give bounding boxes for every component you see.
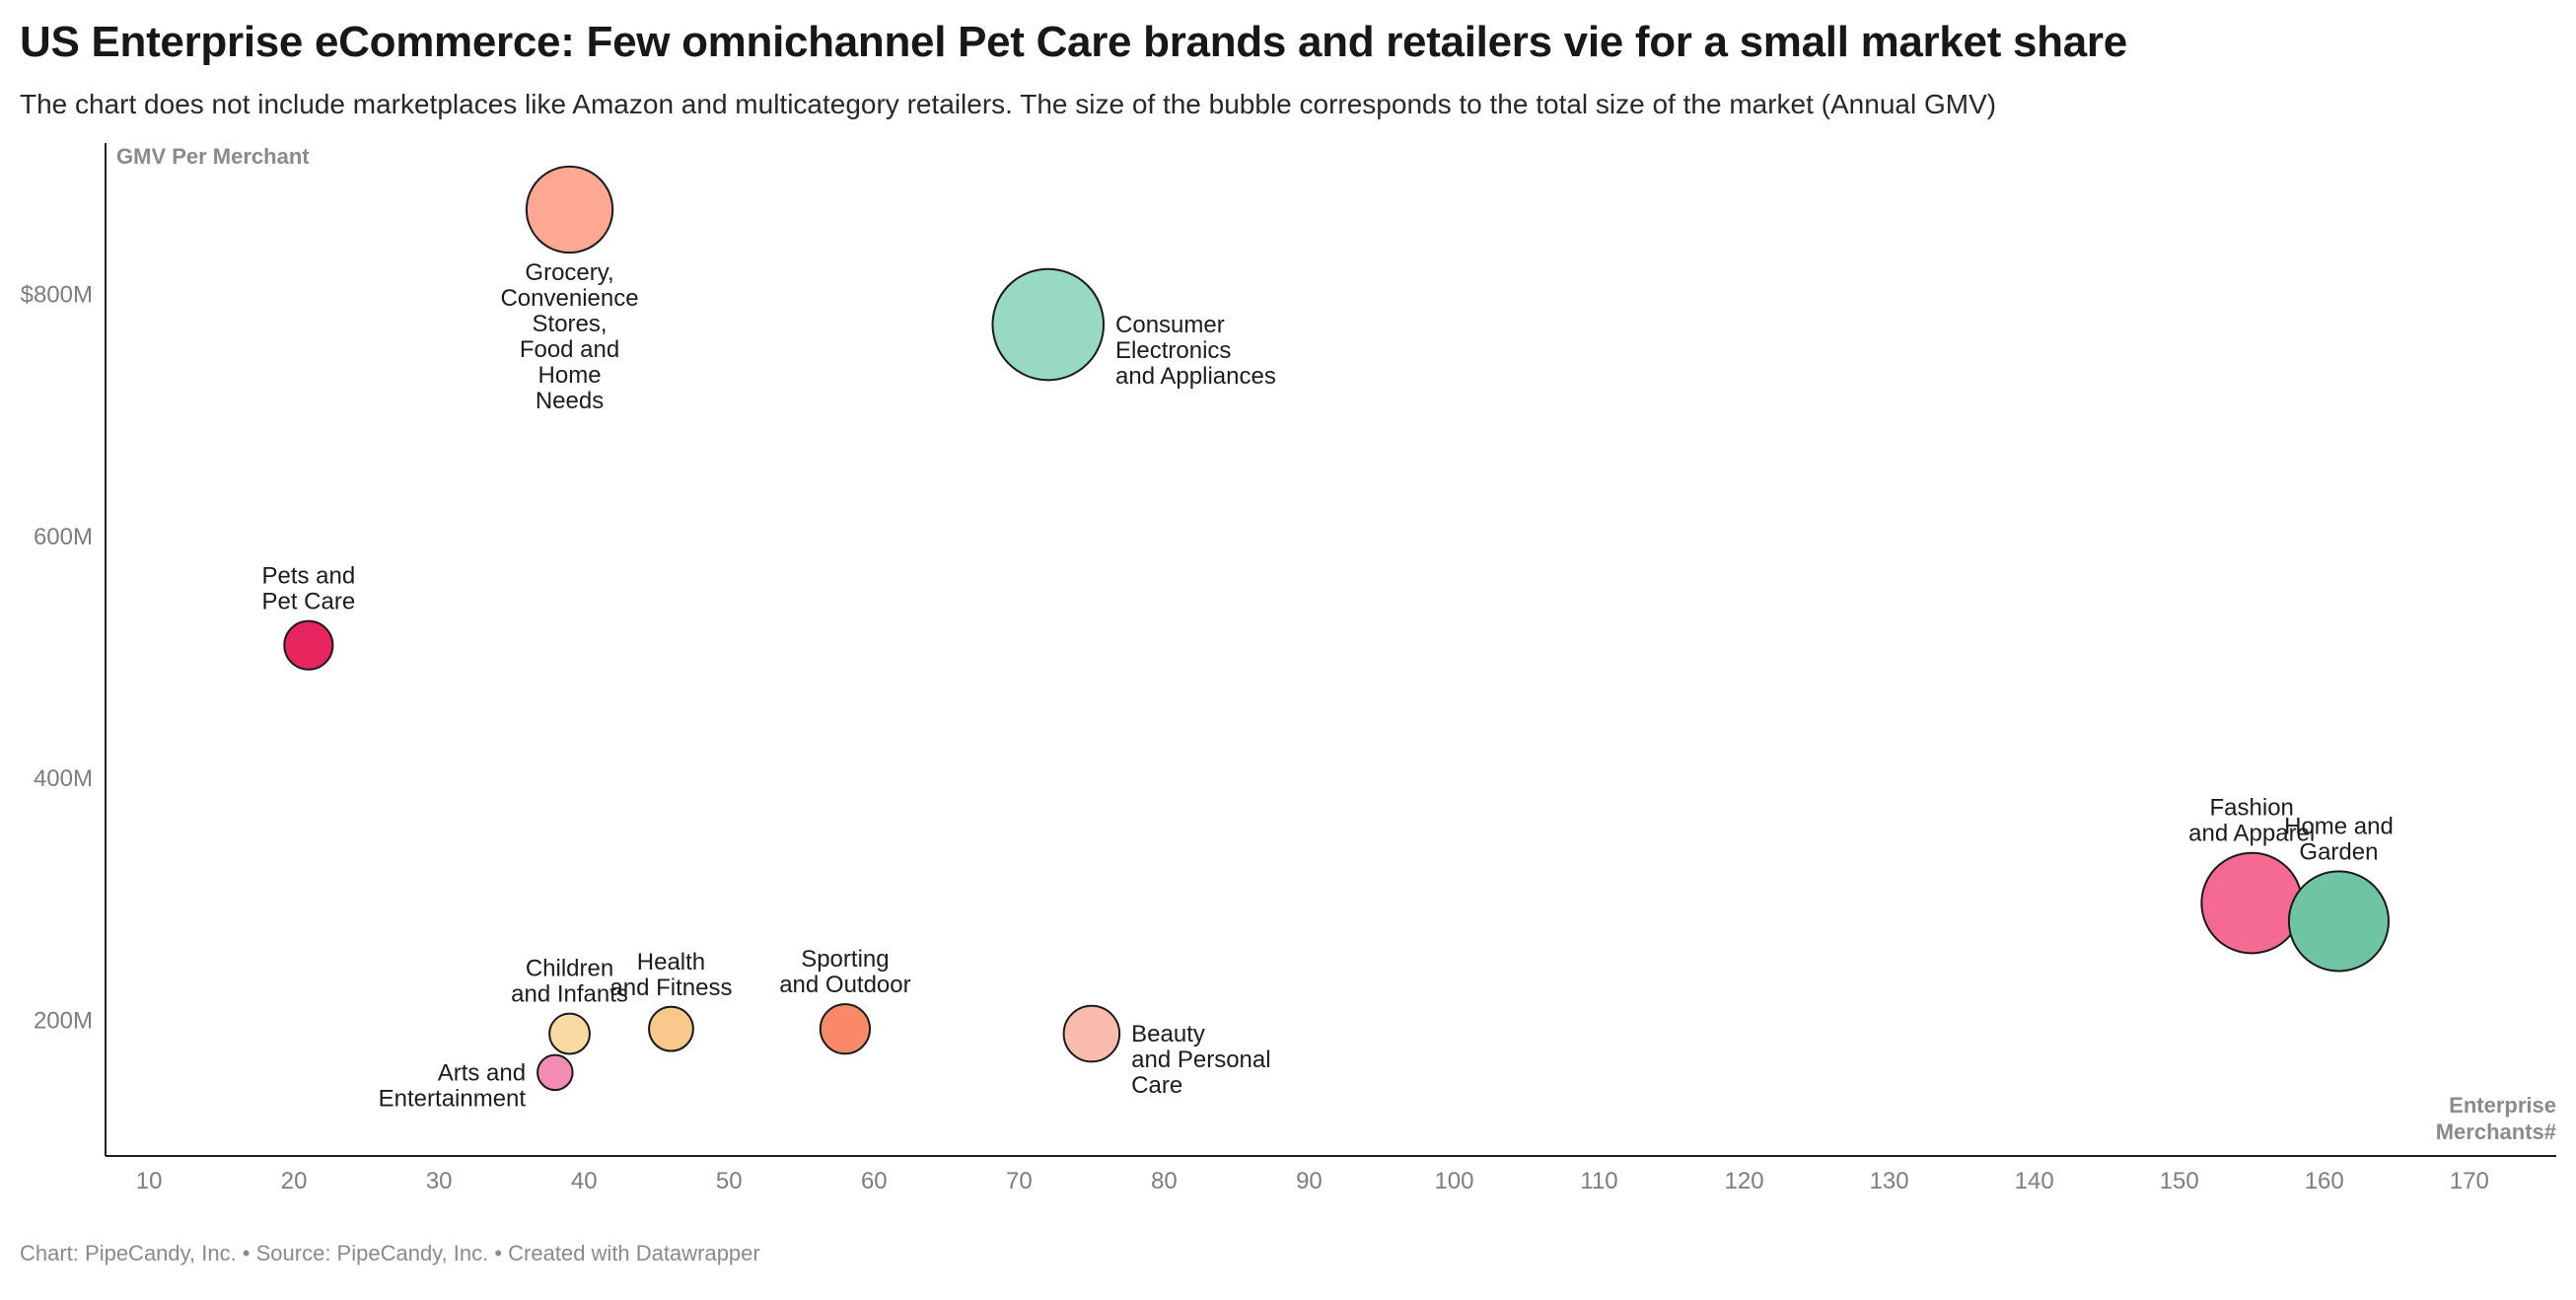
bubble-health-and-fitness bbox=[648, 1005, 694, 1052]
bubble-arts-and-entertainment bbox=[537, 1053, 574, 1092]
x-tick-label: 140 bbox=[2015, 1168, 2054, 1194]
x-tick-label: 90 bbox=[1296, 1168, 1323, 1194]
bubble-home-and-garden bbox=[2287, 870, 2390, 973]
chart-header: US Enterprise eCommerce: Few omnichannel… bbox=[20, 18, 2544, 120]
bubble-label-arts-and-entertainment: Entertainment bbox=[379, 1085, 527, 1112]
x-axis-title: Enterprise bbox=[2449, 1093, 2556, 1118]
x-tick-label: 160 bbox=[2305, 1168, 2344, 1194]
bubble-label-grocery-convenience-stores-food-and-home-needs: Needs bbox=[536, 388, 604, 414]
x-tick-label: 30 bbox=[426, 1168, 453, 1194]
bubble-label-grocery-convenience-stores-food-and-home-needs: Home bbox=[538, 362, 602, 389]
bubble-beauty-and-personal-care bbox=[1062, 1004, 1121, 1063]
x-tick-label: 110 bbox=[1580, 1168, 1617, 1194]
bubble-label-health-and-fitness: Health bbox=[637, 949, 705, 975]
bubble-label-fashion-and-apparel: Fashion bbox=[2210, 795, 2294, 822]
x-tick-label: 60 bbox=[861, 1168, 888, 1194]
bubble-label-consumer-electronics-and-appliances: Consumer bbox=[1115, 312, 1225, 338]
bubble-label-grocery-convenience-stores-food-and-home-needs: Stores, bbox=[533, 311, 608, 337]
bubble-sporting-and-outdoor bbox=[819, 1003, 872, 1055]
bubble-label-fashion-and-apparel: and Apparel bbox=[2188, 821, 2315, 847]
x-axis-title: Merchants# bbox=[2436, 1119, 2556, 1144]
bubble-grocery-convenience-stores-food-and-home-needs bbox=[525, 165, 614, 254]
bubble-label-consumer-electronics-and-appliances: Electronics bbox=[1115, 337, 1231, 364]
x-tick-label: 80 bbox=[1151, 1168, 1178, 1194]
bubble-label-consumer-electronics-and-appliances: and Appliances bbox=[1115, 363, 1276, 390]
bubble-fashion-and-apparel bbox=[2200, 851, 2304, 955]
y-tick-label: 200M bbox=[34, 1008, 93, 1035]
bubble-consumer-electronics-and-appliances bbox=[991, 267, 1106, 382]
y-tick-label: 400M bbox=[34, 765, 93, 792]
y-tick-label: 600M bbox=[34, 524, 93, 550]
bubble-label-health-and-fitness: and Fitness bbox=[609, 975, 732, 1001]
bubble-label-children-and-infants: Children bbox=[526, 956, 613, 982]
bubbles bbox=[283, 165, 2390, 1092]
bubble-label-home-and-garden: Home and bbox=[2284, 813, 2394, 839]
bubble-label-children-and-infants: and Infants bbox=[511, 981, 628, 1008]
y-tick-label: $800M bbox=[21, 281, 93, 308]
bubble-label-grocery-convenience-stores-food-and-home-needs: Grocery, bbox=[525, 259, 613, 286]
bubble-label-arts-and-entertainment: Arts and bbox=[438, 1059, 526, 1086]
bubble-pets-and-pet-care bbox=[283, 619, 334, 671]
bubble-label-sporting-and-outdoor: and Outdoor bbox=[779, 972, 910, 998]
bubble-label-pets-and-pet-care: Pet Care bbox=[261, 589, 355, 615]
x-tick-label: 130 bbox=[1870, 1168, 1909, 1194]
x-tick-label: 150 bbox=[2160, 1168, 2199, 1194]
bubble-label-beauty-and-personal-care: and Personal bbox=[1131, 1047, 1270, 1073]
chart-subtitle: The chart does not include marketplaces … bbox=[20, 89, 1997, 119]
x-tick-label: 40 bbox=[571, 1168, 598, 1194]
x-tick-label: 50 bbox=[716, 1168, 743, 1194]
x-tick-label: 120 bbox=[1725, 1168, 1764, 1194]
bubble-label-beauty-and-personal-care: Beauty bbox=[1131, 1021, 1205, 1047]
x-tick-label: 10 bbox=[136, 1168, 163, 1194]
bubble-label-home-and-garden: Garden bbox=[2299, 838, 2378, 865]
bubble-children-and-infants bbox=[548, 1012, 591, 1055]
x-tick-label: 170 bbox=[2450, 1168, 2489, 1194]
x-tick-label: 20 bbox=[281, 1168, 308, 1194]
y-axis-title: GMV Per Merchant bbox=[116, 144, 310, 169]
bubble-label-beauty-and-personal-care: Care bbox=[1131, 1072, 1182, 1099]
x-tick-label: 70 bbox=[1006, 1168, 1033, 1194]
bubble-label-sporting-and-outdoor: Sporting bbox=[801, 946, 889, 973]
bubble-label-grocery-convenience-stores-food-and-home-needs: Food and bbox=[520, 336, 619, 363]
x-tick-label: 100 bbox=[1434, 1168, 1473, 1194]
bubble-label-grocery-convenience-stores-food-and-home-needs: Convenience bbox=[500, 285, 638, 312]
bubble-label-pets-and-pet-care: Pets and bbox=[261, 563, 355, 590]
chart-footer: Chart: PipeCandy, Inc. • Source: PipeCan… bbox=[20, 1241, 760, 1265]
chart-title: US Enterprise eCommerce: Few omnichannel… bbox=[20, 18, 2127, 66]
